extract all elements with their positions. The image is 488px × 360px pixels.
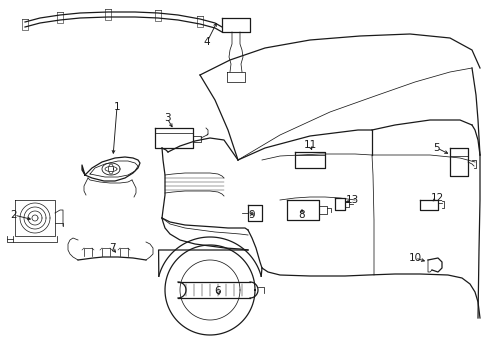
Text: 1: 1: [113, 102, 120, 112]
Text: 4: 4: [203, 37, 210, 47]
Text: 11: 11: [303, 140, 316, 150]
Text: 10: 10: [407, 253, 421, 263]
Text: 9: 9: [248, 210, 255, 220]
Text: 6: 6: [214, 286, 221, 296]
Text: 8: 8: [298, 210, 305, 220]
Text: 13: 13: [345, 195, 358, 205]
Text: 2: 2: [11, 210, 17, 220]
Text: 12: 12: [429, 193, 443, 203]
Text: 5: 5: [433, 143, 439, 153]
Text: 3: 3: [163, 113, 170, 123]
Text: 7: 7: [108, 243, 115, 253]
